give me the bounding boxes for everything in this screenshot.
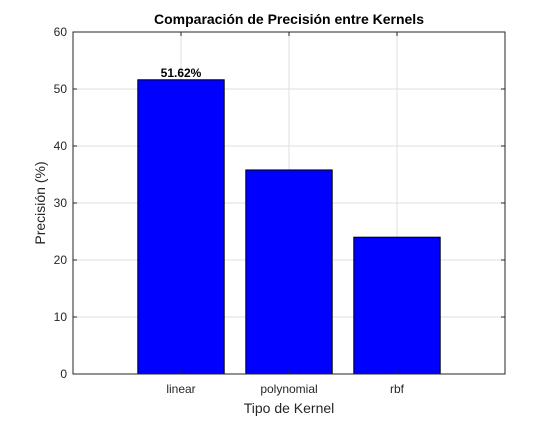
x-tick-label-rbf: rbf: [390, 382, 405, 396]
y-tick-label: 10: [54, 310, 68, 324]
y-tick-label: 50: [54, 82, 68, 96]
data-label-linear: 51.62%: [161, 66, 202, 80]
y-tick-label: 40: [54, 139, 68, 153]
tick-labels: 0 10 20 30 40 50 60 linear polynomial rbf: [54, 25, 405, 396]
bar-linear: [137, 79, 225, 375]
bar-rbf: [353, 236, 441, 375]
data-labels: 51.62%: [161, 66, 202, 80]
tick-marks: [73, 31, 505, 375]
y-tick-label: 30: [54, 196, 68, 210]
bar-polynomial: [245, 169, 333, 375]
y-axis-label: Precisión (%): [32, 161, 48, 244]
y-tick-label: 0: [60, 367, 67, 381]
x-tick-label-polynomial: polynomial: [260, 382, 317, 396]
chart-title: Comparación de Precisión entre Kernels: [154, 11, 424, 27]
x-axis-label: Tipo de Kernel: [244, 400, 335, 416]
y-tick-label: 60: [54, 25, 68, 39]
y-tick-label: 20: [54, 253, 68, 267]
x-tick-label-linear: linear: [166, 382, 195, 396]
